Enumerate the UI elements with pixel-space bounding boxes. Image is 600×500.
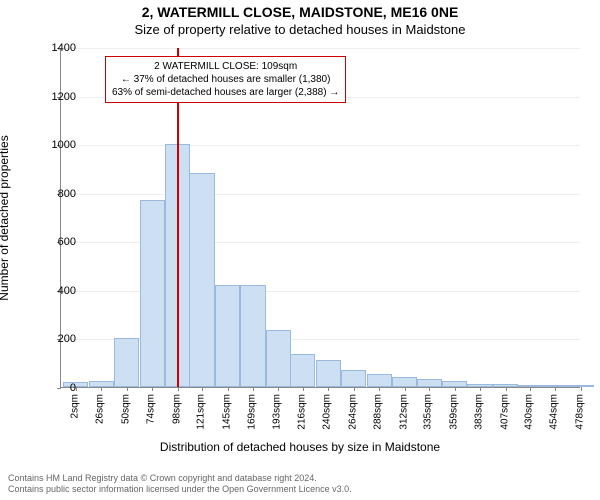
xtick-label: 121sqm: [196, 394, 207, 430]
xtick-label: 169sqm: [246, 394, 257, 430]
xtick-label: 288sqm: [373, 394, 384, 430]
ytick-label: 800: [36, 188, 76, 200]
gridline: [61, 48, 580, 49]
gridline: [61, 194, 580, 195]
xtick-mark: [506, 387, 507, 391]
ytick-label: 1200: [36, 91, 76, 103]
xtick-label: 98sqm: [171, 394, 182, 424]
xtick-mark: [127, 387, 128, 391]
xtick-mark: [303, 387, 304, 391]
xtick-label: 454sqm: [549, 394, 560, 430]
xtick-mark: [379, 387, 380, 391]
footer-line2: Contains public sector information licen…: [8, 484, 352, 496]
xtick-mark: [354, 387, 355, 391]
xtick-label: 430sqm: [523, 394, 534, 430]
xtick-label: 312sqm: [398, 394, 409, 430]
histogram-bar: [140, 200, 165, 387]
xtick-mark: [328, 387, 329, 391]
xtick-mark: [278, 387, 279, 391]
ytick-label: 200: [36, 333, 76, 345]
xtick-mark: [253, 387, 254, 391]
xtick-label: 145sqm: [221, 394, 232, 430]
histogram-bar: [266, 330, 291, 387]
gridline: [61, 145, 580, 146]
annotation-line1: 2 WATERMILL CLOSE: 109sqm: [112, 60, 339, 73]
xtick-label: 26sqm: [95, 394, 106, 424]
xtick-label: 74sqm: [146, 394, 157, 424]
ytick-label: 400: [36, 285, 76, 297]
footer-line1: Contains HM Land Registry data © Crown c…: [8, 473, 352, 485]
xtick-label: 478sqm: [574, 394, 585, 430]
xtick-mark: [581, 387, 582, 391]
xtick-label: 216sqm: [296, 394, 307, 430]
xtick-mark: [530, 387, 531, 391]
xtick-label: 264sqm: [347, 394, 358, 430]
ytick-label: 1400: [36, 42, 76, 54]
y-axis-label: Number of detached properties: [0, 135, 11, 300]
xtick-mark: [555, 387, 556, 391]
chart-title-address: 2, WATERMILL CLOSE, MAIDSTONE, ME16 0NE: [0, 4, 600, 20]
annotation-line3: 63% of semi-detached houses are larger (…: [112, 86, 339, 99]
xtick-mark: [405, 387, 406, 391]
xtick-mark: [429, 387, 430, 391]
xtick-label: 50sqm: [120, 394, 131, 424]
xtick-label: 335sqm: [423, 394, 434, 430]
histogram-bar: [189, 173, 214, 387]
xtick-mark: [178, 387, 179, 391]
annotation-box: 2 WATERMILL CLOSE: 109sqm ← 37% of detac…: [105, 56, 346, 103]
ytick-label: 0: [36, 382, 76, 394]
xtick-mark: [228, 387, 229, 391]
histogram-bar: [114, 338, 139, 387]
xtick-mark: [152, 387, 153, 391]
histogram-bar: [240, 285, 265, 387]
histogram-bar: [316, 360, 341, 387]
xtick-label: 2sqm: [69, 394, 80, 418]
x-axis-label: Distribution of detached houses by size …: [0, 440, 600, 454]
xtick-label: 193sqm: [272, 394, 283, 430]
xtick-mark: [202, 387, 203, 391]
xtick-label: 240sqm: [322, 394, 333, 430]
histogram-bar: [392, 377, 417, 387]
ytick-label: 600: [36, 236, 76, 248]
xtick-mark: [455, 387, 456, 391]
annotation-line2: ← 37% of detached houses are smaller (1,…: [112, 73, 339, 86]
plot-area: 2 WATERMILL CLOSE: 109sqm ← 37% of detac…: [60, 48, 580, 388]
histogram-bar: [417, 379, 442, 388]
histogram-bar: [215, 285, 240, 387]
histogram-bar: [367, 374, 392, 387]
xtick-label: 383sqm: [474, 394, 485, 430]
histogram-bar: [290, 354, 315, 387]
ytick-label: 1000: [36, 139, 76, 151]
xtick-label: 359sqm: [448, 394, 459, 430]
histogram-bar: [341, 370, 366, 387]
chart-container: 2, WATERMILL CLOSE, MAIDSTONE, ME16 0NE …: [0, 0, 600, 500]
xtick-mark: [480, 387, 481, 391]
xtick-label: 407sqm: [499, 394, 510, 430]
chart-title-subtitle: Size of property relative to detached ho…: [0, 22, 600, 37]
footer-attribution: Contains HM Land Registry data © Crown c…: [8, 473, 352, 496]
xtick-mark: [101, 387, 102, 391]
